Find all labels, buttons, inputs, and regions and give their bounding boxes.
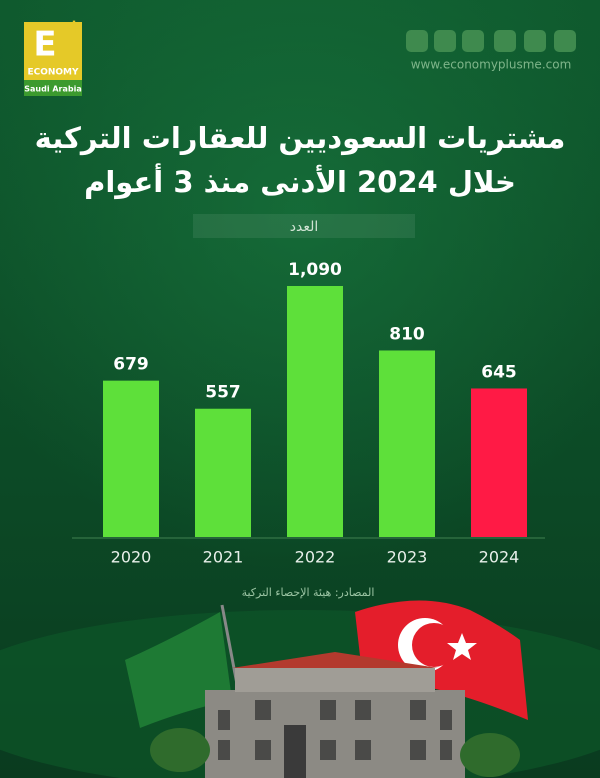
social-icon[interactable] bbox=[462, 30, 484, 52]
logo-band bbox=[24, 80, 82, 96]
building-door bbox=[284, 725, 306, 778]
social-icon[interactable] bbox=[434, 30, 456, 52]
x-tick-label: 2020 bbox=[111, 548, 152, 567]
bar bbox=[379, 350, 435, 537]
y-label-box bbox=[193, 214, 415, 238]
social-icon[interactable] bbox=[494, 30, 516, 52]
scene bbox=[0, 600, 600, 778]
source-note: المصادر: هيئة الإحصاء التركية bbox=[242, 586, 375, 599]
logo-letter: E bbox=[33, 25, 56, 65]
tree bbox=[150, 728, 210, 772]
building-roof bbox=[232, 652, 438, 668]
social-icon[interactable] bbox=[406, 30, 428, 52]
chart-title: مشتريات السعوديين للعقارات التركية bbox=[35, 121, 566, 155]
crescent-inner bbox=[412, 623, 456, 667]
website[interactable]: www.economyplusme.com bbox=[411, 58, 572, 72]
social-icon[interactable] bbox=[524, 30, 546, 52]
tree bbox=[460, 733, 520, 777]
x-tick-label: 2022 bbox=[295, 548, 336, 567]
x-tick-label: 2023 bbox=[387, 548, 428, 567]
value-label: 810 bbox=[389, 324, 425, 344]
plot-area: 679 2020 557 2021 1,090 2022 810 2023 645 2024 bbox=[103, 260, 527, 567]
logo-region: Saudi Arabia bbox=[24, 85, 82, 94]
social-icons bbox=[406, 30, 576, 52]
building-top bbox=[235, 668, 435, 692]
value-label: 557 bbox=[205, 383, 241, 403]
y-axis-label: العدد bbox=[290, 219, 319, 235]
x-tick-label: 2021 bbox=[203, 548, 244, 567]
building-windows bbox=[218, 700, 452, 760]
social-icon[interactable] bbox=[554, 30, 576, 52]
logo-name: ECONOMY bbox=[27, 68, 79, 78]
value-label: 679 bbox=[113, 355, 149, 375]
bar bbox=[287, 286, 343, 537]
logo: E + ECONOMY Saudi Arabia bbox=[24, 15, 83, 96]
bar bbox=[195, 408, 251, 537]
value-label: 1,090 bbox=[288, 260, 342, 280]
chart-subtitle: خلال 2024 الأدنى منذ 3 أعوام bbox=[84, 163, 516, 199]
bar bbox=[103, 380, 159, 537]
value-label: 645 bbox=[481, 362, 517, 382]
bar bbox=[471, 388, 527, 537]
logo-plus: + bbox=[66, 15, 83, 39]
x-tick-label: 2024 bbox=[479, 548, 520, 567]
star bbox=[447, 633, 477, 660]
